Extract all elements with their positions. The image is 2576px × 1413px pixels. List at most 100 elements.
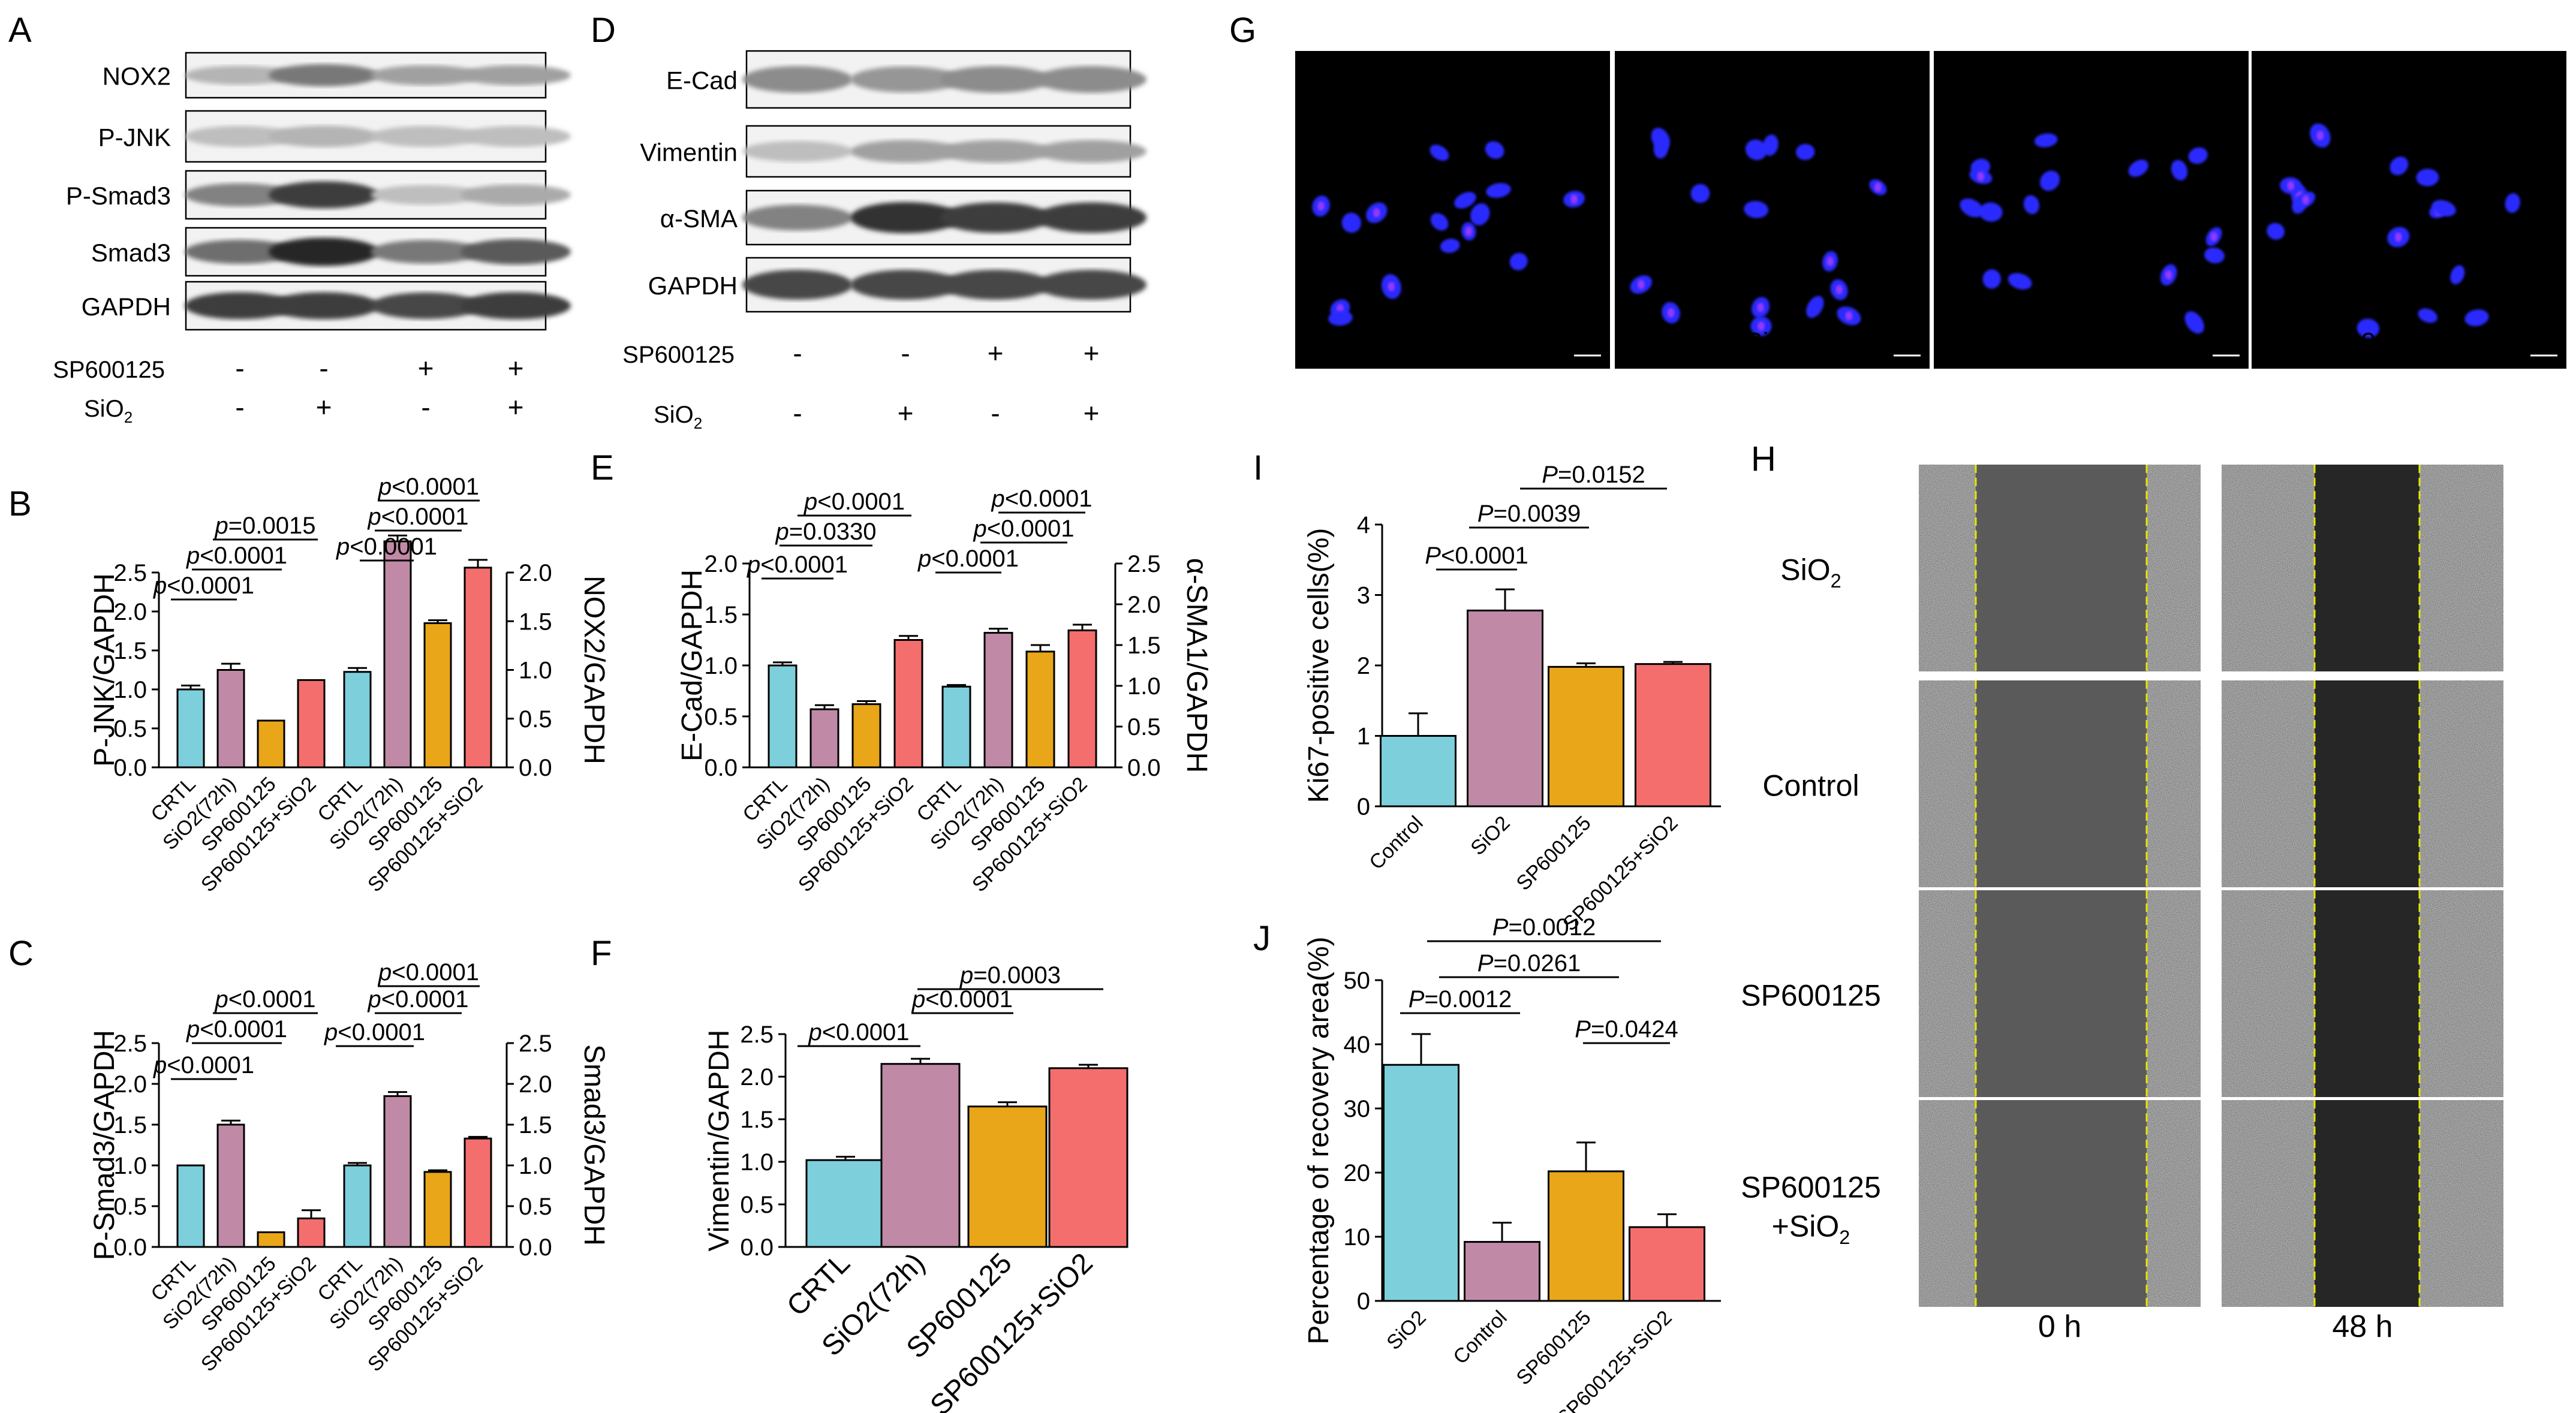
ki67-signal — [1845, 311, 1853, 321]
y-tick-label: 0.0 — [704, 755, 738, 781]
y-axis-label: Vimentin/GAPDH — [703, 1030, 735, 1252]
bar — [941, 685, 971, 769]
blotD-band — [742, 204, 853, 231]
panel-letter-C: C — [8, 934, 34, 973]
nucleus — [2188, 147, 2208, 164]
ki67-signal — [2316, 130, 2324, 140]
nucleus — [1440, 239, 1460, 253]
wound-row-label: SP600125 — [1741, 1171, 1881, 1204]
p-value-label: p<0.0001 — [215, 986, 316, 1013]
panel-letter-H: H — [1751, 439, 1776, 478]
blotA-band — [371, 292, 481, 320]
blotD-band — [850, 270, 961, 300]
bar — [851, 703, 881, 769]
bar — [383, 1095, 412, 1248]
y2-axis-label: Smad3/GAPDH — [578, 1044, 610, 1246]
if-stain-ki67: Ki67 — [2260, 53, 2313, 82]
y2-tick-label: 0.0 — [519, 1234, 552, 1261]
blotD-sign: + — [898, 397, 914, 429]
bar — [809, 708, 839, 769]
p-value-label: p<0.0001 — [747, 552, 848, 578]
y2-tick-label: 1.5 — [1127, 632, 1161, 659]
bar — [768, 664, 798, 769]
blotD-sign: + — [1084, 338, 1100, 369]
y-tick-label: 1 — [1357, 724, 1370, 750]
nucleus — [2390, 156, 2409, 176]
ki67-signal — [1874, 182, 1882, 192]
y-axis-label: P-Smad3/GAPDH — [89, 1030, 121, 1260]
p-value-label: P=0.0261 — [1477, 950, 1581, 977]
bar — [1548, 665, 1624, 808]
blotA-band — [461, 65, 571, 86]
nucleus — [2204, 247, 2225, 264]
y-tick-label: 30 — [1344, 1096, 1371, 1122]
if-stain-dapi: DAPI — [1942, 80, 2004, 110]
blotD-band — [742, 270, 853, 300]
y-tick-label: 2.0 — [704, 551, 738, 577]
if-stain-ki67: Ki67 — [1942, 53, 1995, 82]
panel-letter-D: D — [591, 11, 616, 50]
category-label: SiO2 — [1382, 1306, 1430, 1354]
bar — [383, 540, 412, 769]
nucleus — [1454, 192, 1476, 209]
bar — [880, 1063, 961, 1248]
p-value-label: p<0.0001 — [804, 489, 905, 515]
bar — [464, 1137, 492, 1248]
nucleus — [1806, 296, 1824, 318]
bar — [1467, 609, 1543, 808]
bar — [983, 632, 1013, 769]
bar — [343, 671, 372, 769]
blotD-row-label: E-Cad — [666, 67, 738, 95]
nucleus — [2450, 265, 2465, 285]
bar — [257, 1231, 285, 1248]
nucleus — [2023, 195, 2040, 215]
ki67-signal — [1757, 321, 1765, 332]
p-value-label: p<0.0001 — [186, 1016, 287, 1043]
y-tick-label: 4 — [1357, 512, 1370, 538]
y-tick-label: 1.5 — [704, 602, 738, 628]
y2-tick-label: 1.0 — [519, 658, 552, 684]
p-value-label: P=0.0012 — [1409, 986, 1512, 1013]
blotA-band — [185, 292, 295, 320]
nucleus — [2357, 318, 2379, 338]
bar — [1380, 735, 1456, 808]
blotA-band — [371, 65, 481, 86]
nucleus — [2171, 159, 2188, 180]
ki67-signal — [1373, 207, 1380, 218]
blotD-sign: - — [793, 397, 802, 429]
if-caption: Control — [1408, 327, 1497, 358]
wound-gap — [1976, 890, 2147, 1097]
if-caption: SiO2 — [1744, 327, 1800, 363]
wound-row-label: SP600125 — [1741, 979, 1881, 1013]
category-label: Control — [1365, 812, 1427, 874]
y-tick-label: 0.0 — [740, 1234, 774, 1261]
bar — [464, 567, 492, 769]
nucleus — [2184, 311, 2204, 334]
wound-gap — [2315, 1100, 2419, 1307]
y2-tick-label: 2.0 — [519, 560, 552, 586]
ki67-signal — [1465, 226, 1473, 236]
y-tick-label: 1.0 — [113, 677, 147, 703]
bar — [1067, 629, 1097, 769]
y2-tick-label: 2.5 — [1127, 551, 1161, 577]
ki67-signal — [2287, 180, 2295, 191]
bar — [297, 679, 326, 769]
nucleus — [1486, 183, 1511, 198]
category-label: Control — [1449, 1306, 1511, 1369]
bar — [216, 669, 245, 769]
ki67-signal — [1570, 194, 1578, 204]
nucleus — [1509, 252, 1528, 270]
p-value-label: p<0.0001 — [378, 474, 479, 500]
time-label-48h: 48 h — [2332, 1309, 2393, 1344]
y-tick-label: 2.0 — [113, 599, 147, 625]
bar — [805, 1159, 886, 1248]
blotD-row-label: α-SMA — [660, 204, 738, 233]
p-value-label: p<0.0001 — [991, 486, 1093, 512]
y2-tick-label: 0.0 — [519, 755, 552, 781]
ki67-signal — [1667, 308, 1675, 318]
if-stain-ki67: Ki67 — [1304, 53, 1356, 82]
blotD-band — [850, 202, 961, 233]
blotD-band — [850, 140, 961, 163]
blotA-band — [461, 184, 571, 206]
y-tick-label: 0.5 — [740, 1192, 774, 1218]
